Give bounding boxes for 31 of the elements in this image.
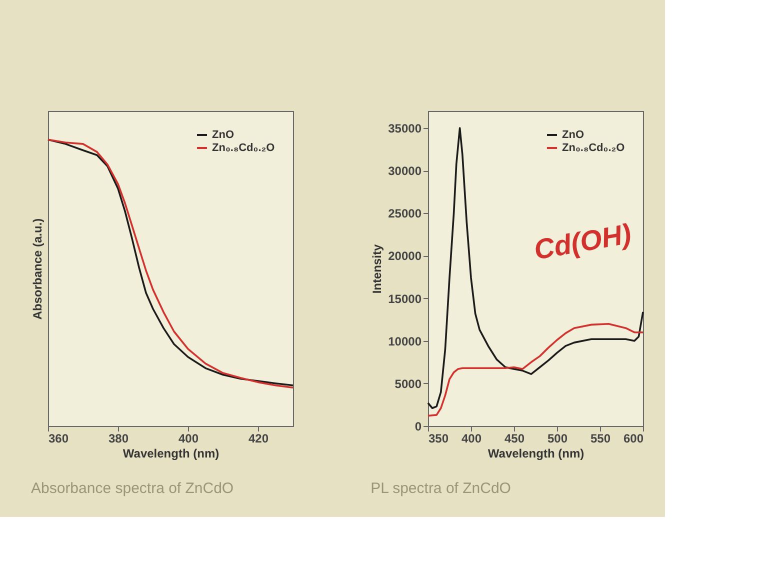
x-tick-label: 550	[590, 432, 611, 446]
y-tick-label: 15000	[388, 292, 422, 306]
line-series	[427, 127, 644, 410]
y-tick-label: 35000	[388, 122, 422, 136]
x-tick-label: 600	[623, 432, 644, 446]
y-axis-title: Absorbance (a.u.)	[30, 218, 44, 320]
x-tick-label: 420	[248, 432, 269, 446]
text: PL spectra of ZnCdO	[370, 480, 511, 497]
y-tick-label: 25000	[388, 206, 422, 221]
x-tick-label: 350	[428, 432, 449, 446]
x-tick-label: 380	[108, 432, 129, 446]
legend-label: Zn₀.₈Cd₀.₂O	[562, 142, 626, 154]
annotation: Cd(OH)	[532, 218, 634, 266]
x-tick-label: 400	[461, 432, 482, 446]
line-series	[427, 322, 644, 417]
y-tick-label: 30000	[388, 164, 422, 178]
x-axis-title: Wavelength (nm)	[122, 446, 220, 460]
text: Absorbance spectra of ZnCdO	[31, 480, 234, 497]
legend-label: ZnO	[562, 129, 584, 141]
legend-label: ZnO	[212, 129, 234, 141]
x-tick-label: 360	[48, 432, 69, 446]
x-axis-title: Wavelength (nm)	[488, 446, 584, 460]
y-tick-label: 10000	[388, 334, 422, 348]
y-axis-title: Intensity	[370, 244, 384, 294]
y-tick-label: 20000	[388, 249, 422, 264]
legend-label: Zn₀.₈Cd₀.₂O	[212, 142, 276, 154]
x-tick-label: 500	[547, 432, 568, 446]
y-tick-label: 0	[414, 420, 422, 434]
x-tick-label: 450	[504, 432, 525, 446]
x-tick-label: 400	[178, 432, 199, 446]
y-tick-label: 5000	[394, 376, 422, 391]
